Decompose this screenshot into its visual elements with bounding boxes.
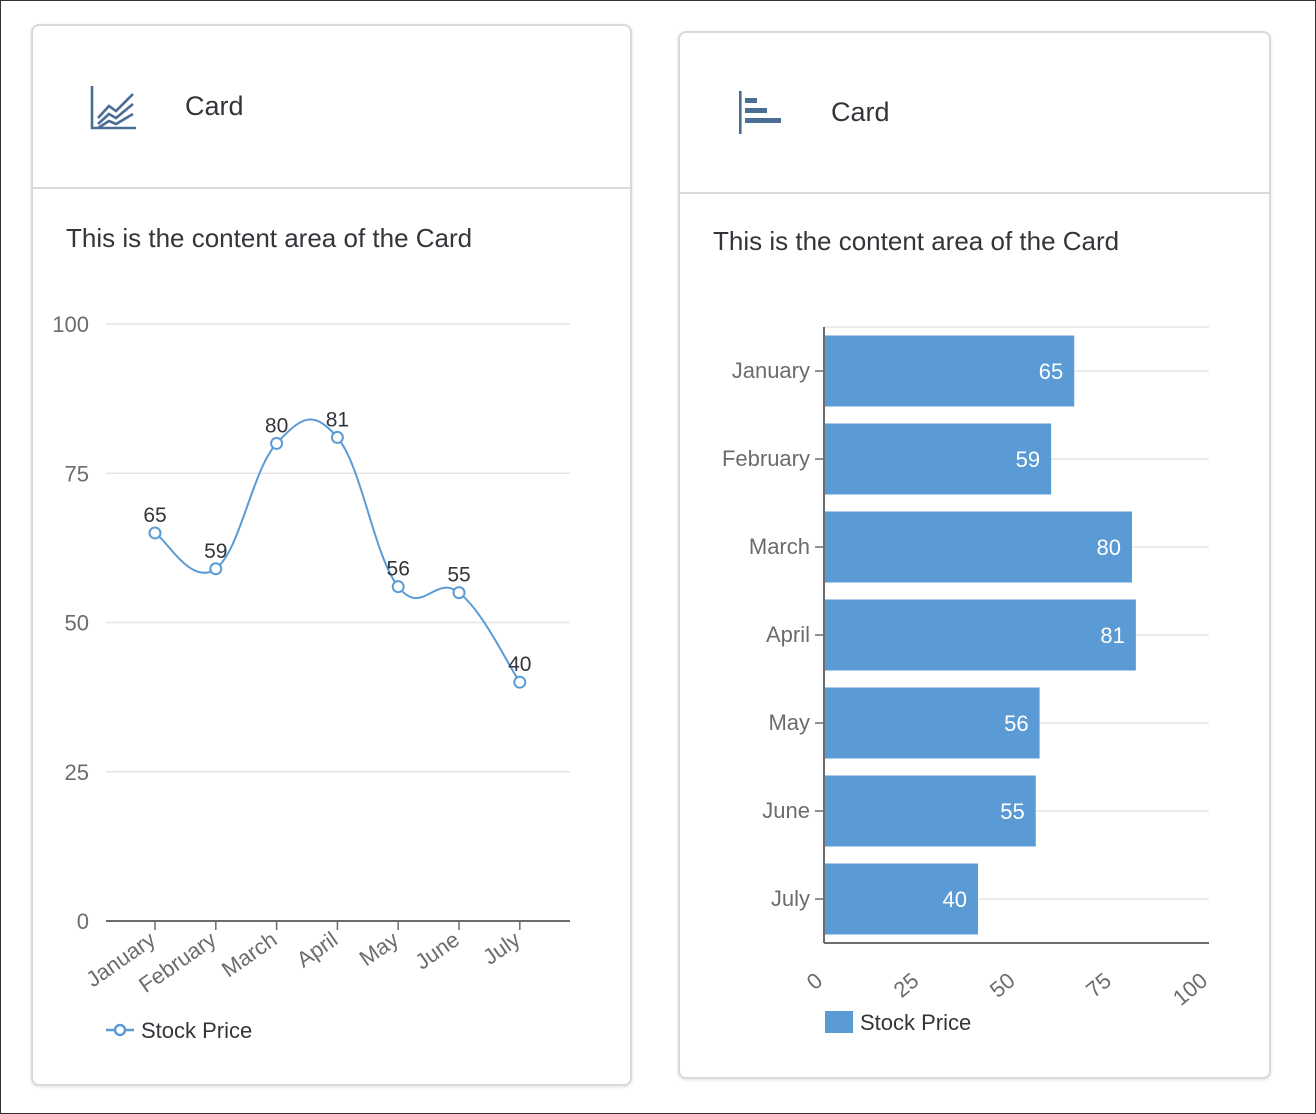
bar-chart-card: Card This is the content area of the Car… xyxy=(678,31,1271,1079)
line-chart-icon xyxy=(89,84,137,137)
card-title: Card xyxy=(185,91,244,121)
card-title: Card xyxy=(831,97,890,127)
y-tick-label: 50 xyxy=(65,611,89,636)
horizontal-bar-chart-icon xyxy=(738,91,784,140)
data-label: 56 xyxy=(1004,711,1028,736)
y-tick-label: April xyxy=(766,622,810,647)
y-tick-label: 75 xyxy=(65,461,89,486)
x-tick-label: 0 xyxy=(802,968,827,995)
data-point xyxy=(209,562,223,576)
data-label: 40 xyxy=(508,653,531,676)
bar xyxy=(824,775,1036,847)
bar xyxy=(824,863,978,935)
data-label: 59 xyxy=(204,540,227,563)
y-tick-label: July xyxy=(771,886,810,911)
bar xyxy=(824,687,1040,759)
card-content-text: This is the content area of the Card xyxy=(66,223,473,253)
line-chart-card: Card This is the content area of the Car… xyxy=(31,24,632,1086)
data-label: 80 xyxy=(1097,535,1121,560)
bar xyxy=(824,335,1075,407)
data-point xyxy=(330,430,344,444)
legend-label: Stock Price xyxy=(141,1018,252,1043)
bar xyxy=(824,599,1136,671)
x-tick-label: 75 xyxy=(1081,968,1116,1003)
data-point xyxy=(513,675,527,689)
data-label: 55 xyxy=(447,564,470,587)
y-tick-label: 0 xyxy=(77,909,89,934)
x-tick-label: 25 xyxy=(889,968,924,1003)
x-tick-label: June xyxy=(410,927,463,975)
card-header[interactable]: Card xyxy=(33,26,630,189)
data-label: 65 xyxy=(1039,359,1063,384)
data-point xyxy=(148,526,162,540)
card-content-text: This is the content area of the Card xyxy=(713,226,1120,256)
y-tick-label: May xyxy=(768,710,810,735)
bar xyxy=(824,511,1132,583)
data-point xyxy=(391,580,405,594)
data-label: 81 xyxy=(1100,623,1124,648)
x-tick-label: April xyxy=(292,927,342,973)
y-tick-label: 25 xyxy=(65,760,89,785)
y-tick-label: June xyxy=(762,798,810,823)
y-tick-label: February xyxy=(722,446,810,471)
data-point xyxy=(452,586,466,600)
x-tick-label: 50 xyxy=(985,968,1020,1003)
y-tick-label: 100 xyxy=(52,312,89,337)
data-label: 40 xyxy=(943,887,967,912)
y-tick-label: January xyxy=(732,358,810,383)
data-label: 55 xyxy=(1000,799,1024,824)
data-label: 59 xyxy=(1016,447,1040,472)
card-header[interactable]: Card xyxy=(680,33,1269,194)
x-tick-label: March xyxy=(217,927,281,983)
data-label: 80 xyxy=(265,414,288,437)
legend-swatch xyxy=(825,1011,853,1033)
x-tick-label: July xyxy=(478,927,524,970)
bar-chart: 65 59 80 81 56 55 40 January February March April M… xyxy=(722,326,1212,1035)
x-tick-label: May xyxy=(355,927,403,971)
y-tick-label: March xyxy=(749,534,810,559)
legend-label: Stock Price xyxy=(860,1010,971,1035)
data-label: 81 xyxy=(326,408,349,431)
x-tick-label: 100 xyxy=(1168,968,1212,1011)
data-label: 56 xyxy=(387,558,410,581)
bar xyxy=(824,423,1052,495)
data-label: 65 xyxy=(143,504,166,527)
legend-marker xyxy=(113,1023,127,1037)
data-point xyxy=(270,436,284,450)
